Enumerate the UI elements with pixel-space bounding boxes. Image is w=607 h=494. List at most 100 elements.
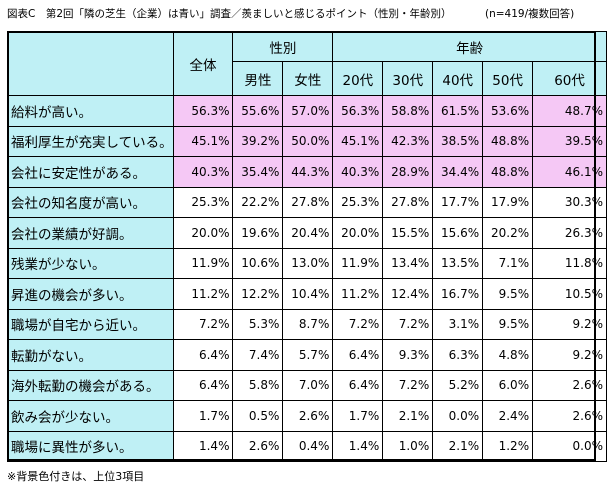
value-cell: 56.3% <box>172 95 234 127</box>
value-cell: 9.2% <box>532 339 607 371</box>
value-cell: 5.3% <box>232 308 284 340</box>
value-cell: 9.5% <box>482 308 534 340</box>
value-cell: 57.0% <box>282 95 334 127</box>
value-cell: 1.2% <box>482 430 534 462</box>
value-cell: 7.2% <box>172 308 234 340</box>
value-cell: 20.2% <box>482 217 534 249</box>
value-cell: 50.0% <box>282 125 334 157</box>
footnote: ※背景色付きは、上位3項目 <box>7 470 145 483</box>
value-cell: 56.3% <box>332 95 384 127</box>
value-cell: 9.5% <box>482 278 534 310</box>
value-cell: 0.4% <box>282 430 334 462</box>
value-cell: 2.6% <box>282 400 334 432</box>
value-cell: 0.5% <box>232 400 284 432</box>
table-row: 会社の知名度が高い。 25.3% 22.2% 27.8% 25.3% 27.8% 17.7%… <box>7 186 607 218</box>
table-row: 昇進の機会が多い。 11.2% 12.2% 10.4% 11.2% 12.4% 16.7% 9… <box>7 278 607 310</box>
value-cell: 2.4% <box>482 400 534 432</box>
sample-note: (n=419/複数回答) <box>485 8 575 20</box>
value-cell: 2.1% <box>432 430 484 462</box>
table-row: 給料が高い。 56.3% 55.6% 57.0% 56.3% 58.8% 61.5% 53.6… <box>7 95 607 127</box>
table-row: 転勤がない。 6.4% 7.4% 5.7% 6.4% 9.3% 6.3% 4.8% 9.2% <box>7 339 607 371</box>
value-cell: 1.4% <box>332 430 384 462</box>
value-cell: 11.8% <box>532 247 607 279</box>
row-label: 職場に異性が多い。 <box>7 430 174 462</box>
value-cell: 42.3% <box>382 125 434 157</box>
value-cell: 0.0% <box>532 430 607 462</box>
row-label: 給料が高い。 <box>7 95 174 127</box>
value-cell: 45.1% <box>172 125 234 157</box>
value-cell: 7.2% <box>382 308 434 340</box>
value-cell: 13.4% <box>382 247 434 279</box>
value-cell: 6.3% <box>432 339 484 371</box>
table-row: 海外転勤の機会がある。 6.4% 5.8% 7.0% 6.4% 7.2% 5.2% 6.0% 2… <box>7 369 607 401</box>
value-cell: 0.0% <box>432 400 484 432</box>
value-cell: 5.2% <box>432 369 484 401</box>
value-cell: 17.7% <box>432 186 484 218</box>
header-group-gender: 性別 <box>232 31 334 62</box>
row-label: 海外転勤の機会がある。 <box>7 369 174 401</box>
value-cell: 6.4% <box>172 369 234 401</box>
value-cell: 11.9% <box>172 247 234 279</box>
header-30s: 30代 <box>382 61 434 96</box>
value-cell: 2.6% <box>532 400 607 432</box>
row-label: 転勤がない。 <box>7 339 174 371</box>
corner-header <box>7 31 174 96</box>
value-cell: 7.2% <box>382 369 434 401</box>
value-cell: 1.7% <box>332 400 384 432</box>
value-cell: 2.1% <box>382 400 434 432</box>
value-cell: 6.0% <box>482 369 534 401</box>
value-cell: 40.3% <box>332 156 384 188</box>
table-row: 職場に異性が多い。 1.4% 2.6% 0.4% 1.4% 1.0% 2.1% 1.2% 0.0… <box>7 430 607 462</box>
value-cell: 1.0% <box>382 430 434 462</box>
value-cell: 27.8% <box>282 186 334 218</box>
value-cell: 15.6% <box>432 217 484 249</box>
value-cell: 6.4% <box>332 369 384 401</box>
value-cell: 44.3% <box>282 156 334 188</box>
value-cell: 10.4% <box>282 278 334 310</box>
value-cell: 58.8% <box>382 95 434 127</box>
value-cell: 38.5% <box>432 125 484 157</box>
value-cell: 13.0% <box>282 247 334 279</box>
header-60s: 60代 <box>532 61 607 96</box>
value-cell: 20.4% <box>282 217 334 249</box>
value-cell: 39.5% <box>532 125 607 157</box>
value-cell: 22.2% <box>232 186 284 218</box>
row-label: 福利厚生が充実している。 <box>7 125 174 157</box>
value-cell: 48.7% <box>532 95 607 127</box>
header-female: 女性 <box>282 61 334 96</box>
value-cell: 16.7% <box>432 278 484 310</box>
value-cell: 17.9% <box>482 186 534 218</box>
header-overall: 全体 <box>172 31 234 96</box>
value-cell: 35.4% <box>232 156 284 188</box>
chart-title: 図表C 第2回「隣の芝生（企業）は青い」調査／羨ましいと感じるポイント（性別・年… <box>7 8 452 20</box>
table-row: 会社の業績が好調。 20.0% 19.6% 20.4% 20.0% 15.5% 15.6% 2… <box>7 217 607 249</box>
header-50s: 50代 <box>482 61 534 96</box>
row-label: 会社の知名度が高い。 <box>7 186 174 218</box>
value-cell: 6.4% <box>332 339 384 371</box>
value-cell: 7.1% <box>482 247 534 279</box>
row-label: 会社に安定性がある。 <box>7 156 174 188</box>
value-cell: 28.9% <box>382 156 434 188</box>
value-cell: 7.0% <box>282 369 334 401</box>
header-20s: 20代 <box>332 61 384 96</box>
value-cell: 20.0% <box>172 217 234 249</box>
value-cell: 48.8% <box>482 125 534 157</box>
value-cell: 1.7% <box>172 400 234 432</box>
value-cell: 11.2% <box>332 278 384 310</box>
value-cell: 19.6% <box>232 217 284 249</box>
value-cell: 25.3% <box>332 186 384 218</box>
table-row: 職場が自宅から近い。 7.2% 5.3% 8.7% 7.2% 7.2% 3.1% 9.5% 9.… <box>7 308 607 340</box>
value-cell: 27.8% <box>382 186 434 218</box>
value-cell: 6.4% <box>172 339 234 371</box>
value-cell: 20.0% <box>332 217 384 249</box>
table-row: 残業が少ない。 11.9% 10.6% 13.0% 11.9% 13.4% 13.5% 7.1… <box>7 247 607 279</box>
value-cell: 7.2% <box>332 308 384 340</box>
row-label: 会社の業績が好調。 <box>7 217 174 249</box>
value-cell: 55.6% <box>232 95 284 127</box>
row-label: 昇進の機会が多い。 <box>7 278 174 310</box>
value-cell: 45.1% <box>332 125 384 157</box>
survey-table: 全体 性別 年齢 男性 女性 20代 30代 40代 50代 60代 給料が高い… <box>7 31 607 462</box>
value-cell: 30.3% <box>532 186 607 218</box>
value-cell: 39.2% <box>232 125 284 157</box>
value-cell: 3.1% <box>432 308 484 340</box>
